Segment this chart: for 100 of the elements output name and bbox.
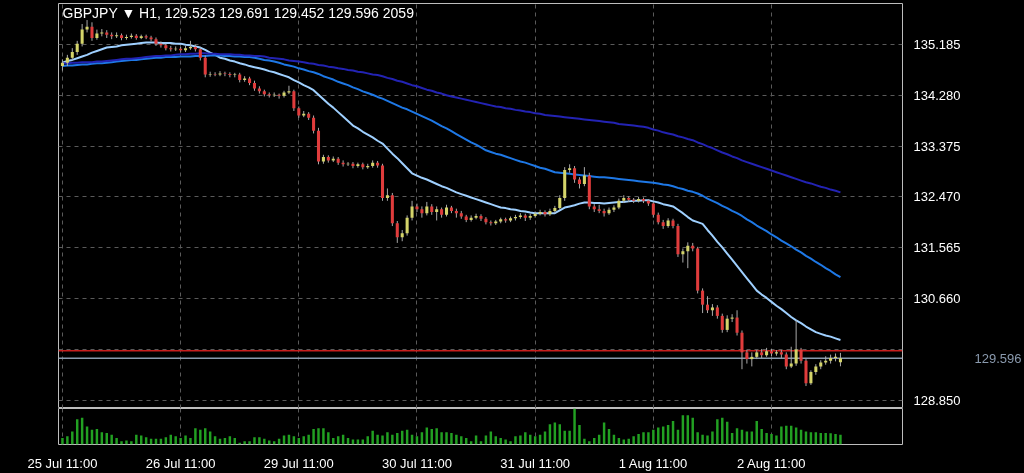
line-series bbox=[61, 41, 842, 342]
bar bbox=[499, 438, 502, 445]
x-tick-label: 29 Jul 11:00 bbox=[263, 455, 334, 471]
bar bbox=[568, 430, 571, 445]
bar bbox=[460, 436, 463, 445]
x-tick-label: 30 Jul 11:00 bbox=[382, 455, 452, 471]
bar bbox=[263, 438, 266, 445]
bar bbox=[514, 436, 517, 445]
bar bbox=[588, 441, 591, 445]
bar bbox=[652, 429, 655, 445]
candlestick bbox=[287, 85, 291, 95]
y-tick-label: 135.185 bbox=[913, 36, 961, 52]
bar bbox=[637, 434, 640, 445]
bar bbox=[563, 430, 566, 445]
candlestick bbox=[85, 19, 89, 33]
bar bbox=[189, 438, 192, 445]
candlestick bbox=[90, 21, 94, 42]
bar bbox=[66, 436, 69, 445]
bar bbox=[120, 441, 123, 445]
bar bbox=[322, 428, 325, 445]
candlestick bbox=[543, 209, 547, 218]
bar bbox=[435, 428, 438, 445]
bar bbox=[627, 438, 630, 445]
bar bbox=[696, 432, 699, 445]
bar bbox=[583, 438, 586, 445]
bar bbox=[450, 432, 453, 445]
bar bbox=[317, 428, 320, 445]
candlestick bbox=[538, 209, 542, 216]
bar bbox=[71, 431, 74, 445]
candlestick bbox=[474, 213, 478, 220]
bar bbox=[258, 437, 261, 445]
candlestick bbox=[489, 219, 493, 227]
bar bbox=[721, 417, 724, 445]
bar bbox=[253, 437, 256, 445]
candlestick bbox=[548, 208, 552, 217]
bar bbox=[829, 433, 832, 445]
bar bbox=[775, 435, 778, 445]
candlestick bbox=[420, 205, 424, 219]
bar bbox=[376, 434, 379, 445]
candlestick bbox=[356, 162, 360, 169]
bar bbox=[716, 419, 719, 445]
candlestick bbox=[203, 54, 207, 78]
candlestick bbox=[553, 205, 557, 214]
bar bbox=[780, 426, 783, 445]
candlestick bbox=[745, 349, 749, 365]
y-tick-label: 134.280 bbox=[913, 87, 961, 103]
candlestick bbox=[228, 71, 232, 78]
candlestick bbox=[267, 91, 271, 99]
bar bbox=[386, 432, 389, 445]
y-tick-label: 132.470 bbox=[913, 189, 961, 205]
bar bbox=[834, 434, 837, 445]
candlestick bbox=[720, 313, 724, 334]
candlestick bbox=[154, 36, 158, 47]
bar bbox=[115, 438, 118, 445]
bar bbox=[770, 434, 773, 445]
bar bbox=[125, 440, 128, 445]
candlestick bbox=[218, 70, 222, 77]
bar bbox=[110, 434, 113, 445]
y-tick-label: 128.850 bbox=[913, 392, 961, 408]
x-tick-label: 25 Jul 11:00 bbox=[27, 455, 98, 471]
bar bbox=[327, 432, 330, 445]
y-tick-label: 133.375 bbox=[913, 138, 961, 154]
bar bbox=[785, 425, 788, 445]
bar bbox=[706, 435, 709, 445]
x-tick-label: 1 Aug 11:00 bbox=[618, 455, 688, 471]
bar bbox=[371, 430, 374, 445]
bar bbox=[391, 434, 394, 445]
bar bbox=[573, 408, 576, 445]
candlestick bbox=[484, 216, 488, 225]
bar bbox=[578, 425, 581, 445]
candlestick bbox=[292, 89, 296, 112]
x-tick-label: 26 Jul 11:00 bbox=[145, 455, 216, 471]
bar bbox=[642, 432, 645, 445]
bar bbox=[839, 434, 842, 445]
bar bbox=[179, 438, 182, 445]
y-tick-label: 130.660 bbox=[913, 290, 961, 306]
candlestick bbox=[804, 358, 808, 387]
bar bbox=[130, 441, 133, 445]
candlestick bbox=[415, 203, 419, 213]
bar bbox=[184, 435, 187, 445]
bar bbox=[701, 434, 704, 445]
bar bbox=[381, 435, 384, 445]
x-tick-label: 2 Aug 11:00 bbox=[736, 455, 806, 471]
bar bbox=[135, 434, 138, 445]
bar bbox=[243, 441, 246, 445]
bar bbox=[61, 438, 64, 445]
candlestick bbox=[80, 23, 84, 47]
bar bbox=[307, 434, 310, 445]
bar bbox=[519, 435, 522, 445]
line-series bbox=[61, 52, 842, 194]
bar bbox=[396, 432, 399, 445]
candlestick bbox=[149, 35, 153, 42]
bar bbox=[455, 434, 458, 445]
line-series bbox=[61, 54, 842, 279]
bar bbox=[440, 432, 443, 445]
bar bbox=[199, 429, 202, 445]
bar bbox=[647, 432, 650, 445]
bar bbox=[765, 432, 768, 445]
bar bbox=[504, 439, 507, 445]
candlestick bbox=[277, 93, 281, 100]
